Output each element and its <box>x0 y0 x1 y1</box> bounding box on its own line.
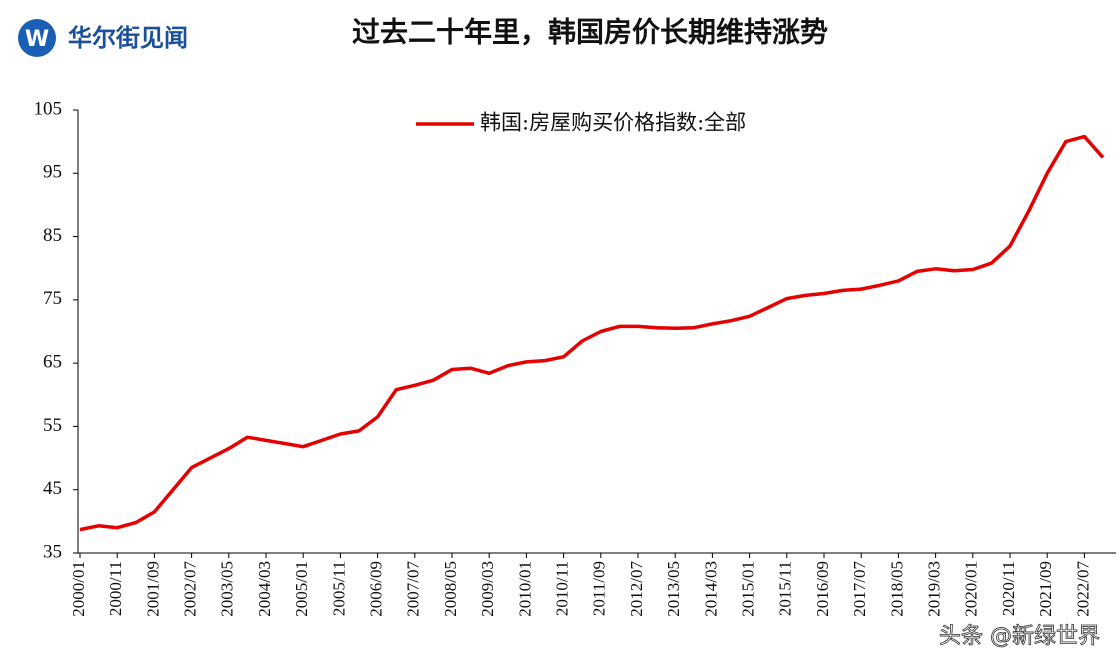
y-tick-label: 105 <box>34 98 63 119</box>
x-tick-label: 2000/01 <box>69 561 88 617</box>
x-tick-label: 2011/09 <box>590 561 609 616</box>
x-tick-label: 2022/07 <box>1073 561 1092 617</box>
watermark: 头条 @新绿世界 <box>939 624 1100 649</box>
y-tick-label: 45 <box>43 478 62 499</box>
x-tick-label: 2009/03 <box>478 561 497 617</box>
data-line <box>79 134 1105 532</box>
x-tick-label: 2015/11 <box>776 561 795 616</box>
x-tick-label: 2016/09 <box>813 561 832 617</box>
x-tick-label: 2019/03 <box>925 561 944 617</box>
logo-icon <box>18 19 56 57</box>
x-tick-label: 2021/09 <box>1036 561 1055 617</box>
x-tick-label: 2001/09 <box>143 561 162 617</box>
x-tick-label: 2020/11 <box>999 561 1018 616</box>
x-tick-label: 2003/05 <box>218 561 237 617</box>
y-tick-label: 65 <box>43 352 62 373</box>
x-tick-label: 2005/01 <box>292 561 311 617</box>
x-tick-label: 2010/11 <box>553 561 572 616</box>
logo-mark: W <box>25 27 49 52</box>
x-tick-label: 2010/01 <box>515 561 534 617</box>
legend-label: 韩国:房屋购买价格指数:全部 <box>480 111 746 135</box>
chart-title: 过去二十年里，韩国房价长期维持涨势 <box>352 16 828 49</box>
x-tick-label: 2000/11 <box>106 561 125 616</box>
x-tick-label: 2005/11 <box>329 561 348 616</box>
x-tick-label: 2014/03 <box>701 561 720 617</box>
y-tick-label: 35 <box>43 541 62 562</box>
y-tick-label: 95 <box>43 162 62 183</box>
x-tick-label: 2002/07 <box>181 561 200 617</box>
y-tick-label: 55 <box>43 415 62 436</box>
x-tick-label: 2004/03 <box>255 561 274 617</box>
x-tick-label: 2018/05 <box>887 561 906 617</box>
logo-text: 华尔街见闻 <box>68 24 188 52</box>
x-tick-label: 2007/07 <box>404 561 423 617</box>
x-tick-label: 2008/05 <box>441 561 460 617</box>
x-tick-label: 2012/07 <box>627 561 646 617</box>
x-tick-label: 2017/07 <box>850 561 869 617</box>
x-tick-label: 2013/05 <box>664 561 683 617</box>
x-tick-label: 2020/01 <box>962 561 981 617</box>
x-tick-label: 2006/09 <box>367 561 386 617</box>
y-tick-label: 75 <box>43 288 62 309</box>
y-tick-label: 85 <box>43 225 62 246</box>
x-tick-label: 2015/01 <box>739 561 758 617</box>
